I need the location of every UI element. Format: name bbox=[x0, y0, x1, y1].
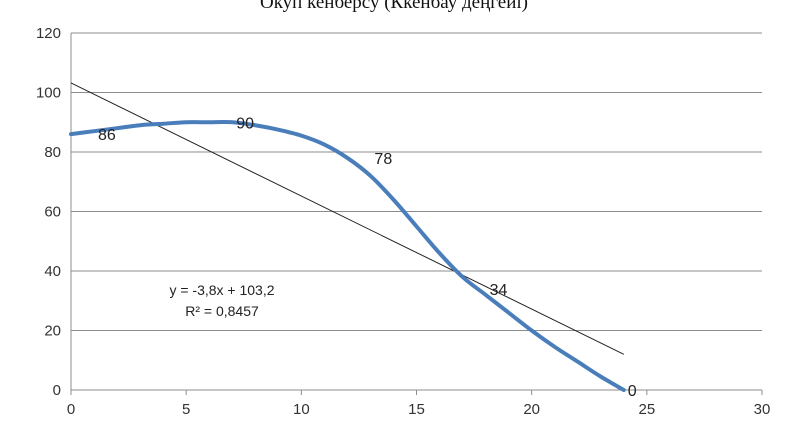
x-tick-label: 30 bbox=[754, 401, 771, 418]
y-tick-label: 120 bbox=[36, 25, 61, 42]
trendline-equation: y = -3,8x + 103,2 R² = 0,8457 bbox=[169, 282, 274, 319]
y-tick-label: 20 bbox=[44, 323, 61, 340]
y-tick-label: 100 bbox=[36, 85, 61, 102]
x-tick-label: 0 bbox=[67, 401, 75, 418]
trendline-group bbox=[70, 82, 625, 355]
data-label: 78 bbox=[374, 151, 392, 168]
y-tick-label: 60 bbox=[44, 204, 61, 221]
x-tick-label: 10 bbox=[293, 401, 310, 418]
data-label: 0 bbox=[628, 383, 637, 400]
x-tick-label: 25 bbox=[638, 401, 655, 418]
gridlines bbox=[71, 32, 762, 331]
data-label: 86 bbox=[98, 127, 116, 144]
y-tick-label: 80 bbox=[44, 144, 61, 161]
series-group bbox=[69, 120, 626, 392]
data-label: 90 bbox=[236, 115, 254, 132]
axes: 0 20 40 60 80 100 120 0 5 10 15 20 25 30 bbox=[36, 25, 770, 418]
x-tick-label: 20 bbox=[523, 401, 540, 418]
y-tick-label: 40 bbox=[44, 263, 61, 280]
trendline bbox=[70, 82, 625, 355]
trendline-r-squared: R² = 0,8457 bbox=[185, 303, 259, 319]
data-labels: 86 90 78 34 0 bbox=[98, 115, 637, 400]
trendline-equation-text: y = -3,8x + 103,2 bbox=[169, 282, 274, 298]
x-tick-label: 5 bbox=[182, 401, 190, 418]
series-line-0 bbox=[69, 120, 626, 392]
y-tick-label: 0 bbox=[53, 382, 61, 399]
x-tick-label: 15 bbox=[408, 401, 425, 418]
data-label: 34 bbox=[490, 282, 508, 299]
chart-title: Окуп кенберсу (Ккенбау деңгейі) bbox=[260, 0, 528, 13]
